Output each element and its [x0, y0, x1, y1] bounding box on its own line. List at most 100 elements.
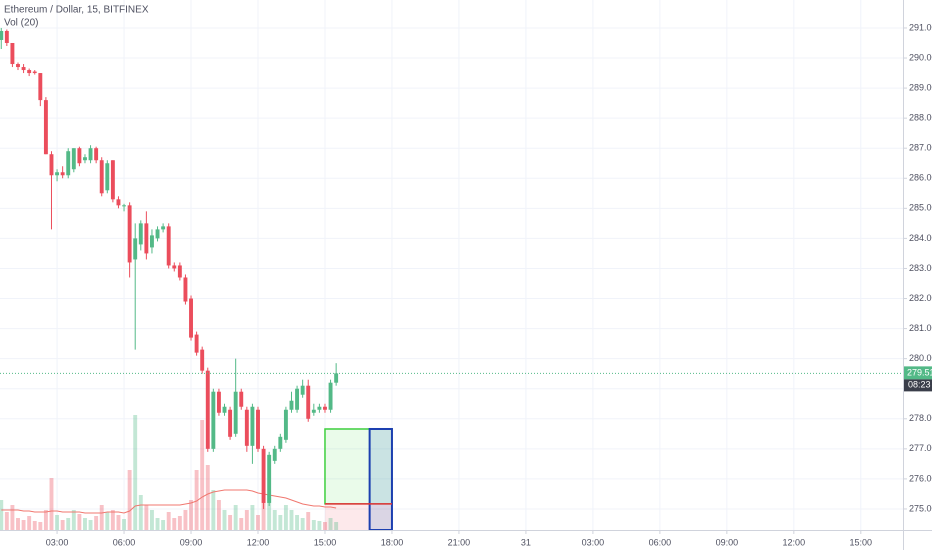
- y-tick-label: 281.00: [909, 323, 932, 333]
- volume-bar: [99, 505, 104, 530]
- volume-bar: [194, 470, 199, 530]
- x-tick-label: 09:00: [180, 537, 203, 547]
- x-tick-label: 03:00: [46, 537, 69, 547]
- volume-bar: [10, 505, 15, 530]
- volume-bar: [88, 520, 93, 530]
- candle-body: [110, 160, 115, 200]
- volume-bar: [272, 510, 277, 530]
- candle-body: [155, 229, 160, 239]
- volume-bar: [328, 518, 333, 530]
- volume-bar: [216, 500, 221, 530]
- volume-bar: [66, 518, 71, 530]
- candle-body: [334, 373, 339, 383]
- x-tick-label: 06:00: [113, 537, 136, 547]
- volume-bar: [133, 415, 138, 530]
- x-tick-label: 09:00: [716, 537, 739, 547]
- volume-bar: [0, 500, 4, 530]
- candle-body: [83, 157, 87, 161]
- y-tick-label: 288.00: [909, 113, 932, 123]
- candle-body: [283, 409, 288, 440]
- candle-body: [88, 148, 93, 161]
- candle-body: [300, 385, 305, 395]
- volume-bar: [267, 495, 272, 530]
- candle-body: [205, 370, 210, 449]
- candle-body: [133, 238, 138, 260]
- candle-body: [244, 409, 249, 446]
- volume-bar: [144, 505, 149, 530]
- candle-body: [177, 265, 182, 278]
- x-tick-label: 12:00: [783, 537, 806, 547]
- volume-bar: [289, 510, 294, 530]
- last-price-label: 279.51: [907, 368, 932, 378]
- volume-bar: [300, 518, 305, 530]
- candle-body: [166, 226, 171, 266]
- candle-body: [27, 70, 32, 74]
- candle-body: [138, 223, 143, 245]
- y-tick-label: 289.00: [909, 82, 932, 92]
- candle-body: [317, 406, 322, 410]
- y-tick-label: 285.00: [909, 203, 932, 213]
- candle-body: [211, 391, 216, 449]
- candle-body: [77, 148, 82, 164]
- volume-bar: [166, 512, 171, 530]
- volume-bar: [71, 510, 76, 530]
- volume-bar: [306, 512, 311, 530]
- candle-body: [49, 154, 54, 176]
- volume-bar: [283, 505, 288, 530]
- candle-body: [306, 385, 311, 419]
- candle-body: [144, 223, 149, 254]
- candle-body: [10, 42, 15, 65]
- y-tick-label: 283.00: [909, 263, 932, 273]
- volume-bar: [77, 514, 82, 530]
- volume-bar: [161, 520, 166, 530]
- volume-bar: [43, 510, 48, 530]
- candle-body: [261, 448, 266, 503]
- x-tick-label: 06:00: [649, 537, 672, 547]
- y-tick-label: 291.00: [909, 22, 932, 32]
- candle-body: [38, 73, 43, 101]
- volume-bar: [317, 521, 322, 530]
- volume-bar: [49, 478, 54, 530]
- volume-bar: [16, 518, 20, 530]
- candle-body: [328, 382, 333, 410]
- labels: 275.00276.00277.00278.00279.00280.00281.…: [46, 22, 932, 547]
- candle-body: [0, 30, 4, 40]
- volume-bar: [311, 520, 316, 530]
- volume-bar: [149, 510, 154, 530]
- candle-body: [250, 406, 255, 446]
- y-tick-label: 278.00: [909, 413, 932, 423]
- volume-bar: [21, 520, 26, 530]
- volume-bar: [239, 518, 244, 530]
- y-tick-label: 286.00: [909, 173, 932, 183]
- candle-body: [16, 64, 20, 68]
- y-tick-label: 290.00: [909, 52, 932, 62]
- candle-body: [21, 67, 26, 71]
- volume-bar: [32, 521, 37, 530]
- volume-bar: [105, 512, 110, 530]
- candle-body: [172, 265, 177, 269]
- volume-bar: [211, 490, 216, 530]
- candle-body: [278, 436, 283, 449]
- candle-body: [228, 409, 233, 437]
- candle-body: [71, 148, 76, 170]
- candle-body: [43, 100, 48, 155]
- candle-body: [272, 448, 277, 461]
- candle-body: [161, 226, 166, 230]
- candle-body: [239, 391, 244, 407]
- volume-bar: [205, 465, 210, 530]
- y-tick-label: 282.00: [909, 293, 932, 303]
- y-tick-label: 280.00: [909, 353, 932, 363]
- volume-bar: [60, 520, 65, 530]
- volume-ma-line: [1, 489, 337, 514]
- candle-body: [323, 406, 327, 410]
- marks: [0, 27, 903, 531]
- volume-bar: [222, 510, 227, 530]
- candle-body: [149, 235, 154, 248]
- volume-bar: [172, 518, 177, 530]
- candle-body: [256, 409, 260, 449]
- volume-bar: [250, 505, 255, 530]
- candle-body: [233, 391, 238, 434]
- candle-body: [32, 71, 37, 74]
